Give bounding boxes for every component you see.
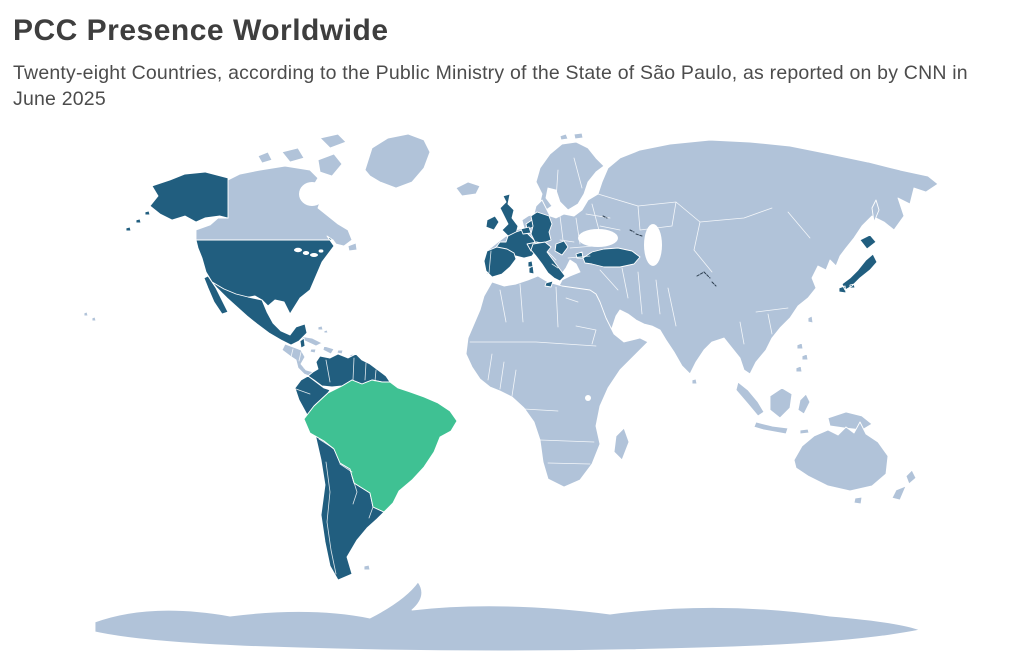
country-germany: [530, 211, 553, 244]
country-brazil: [303, 379, 458, 513]
landmass-australia: [793, 421, 889, 492]
country-serbia: [554, 240, 569, 256]
map-presence-layer: [125, 171, 878, 581]
country-ireland: [485, 215, 500, 231]
map-container: [0, 130, 1024, 660]
landmass-antarctica: [94, 581, 921, 652]
country-turkey: [575, 247, 641, 268]
water-great-lake: [318, 249, 324, 253]
country-united-kingdom: [499, 193, 519, 237]
water-black-sea: [578, 229, 618, 247]
landmass-tasmania-nz: [853, 469, 917, 505]
countries-spain-portugal: [483, 246, 517, 278]
chart-title: PCC Presence Worldwide: [13, 14, 389, 47]
landmass-scandinavia: [535, 132, 605, 211]
country-belize: [299, 337, 306, 349]
landmass-iceland: [455, 181, 481, 197]
world-map: [83, 132, 939, 652]
disputed-border-marks: [602, 215, 717, 287]
country-borders-layer: [290, 157, 811, 575]
country-border-lines: [290, 157, 811, 575]
chart-subtitle: Twenty-eight Countries, according to the…: [13, 62, 968, 110]
country-italy: [528, 241, 566, 288]
map-origin-layer: [303, 379, 458, 513]
water-hudson-bay: [299, 182, 325, 206]
water-caspian-sea: [644, 224, 662, 266]
country-japan: [838, 234, 878, 294]
country-mexico: [203, 275, 308, 346]
landmass-madagascar: [613, 427, 630, 461]
water-great-lake: [310, 253, 318, 257]
water-great-lake: [294, 247, 302, 253]
landmass-greenland: [364, 133, 431, 189]
chart-header: PCC Presence Worldwide Twenty-eight Coun…: [13, 14, 1011, 112]
country-usa-alaska: [125, 171, 229, 232]
map-base-layer: [83, 132, 939, 652]
landmass-africa: [465, 275, 649, 488]
landmass-misc-islands: [83, 199, 880, 571]
water-lake-victoria: [585, 395, 591, 401]
map-water-layer: [294, 182, 662, 401]
water-great-lake: [302, 251, 310, 255]
landmass-arctic-islands: [257, 133, 358, 252]
